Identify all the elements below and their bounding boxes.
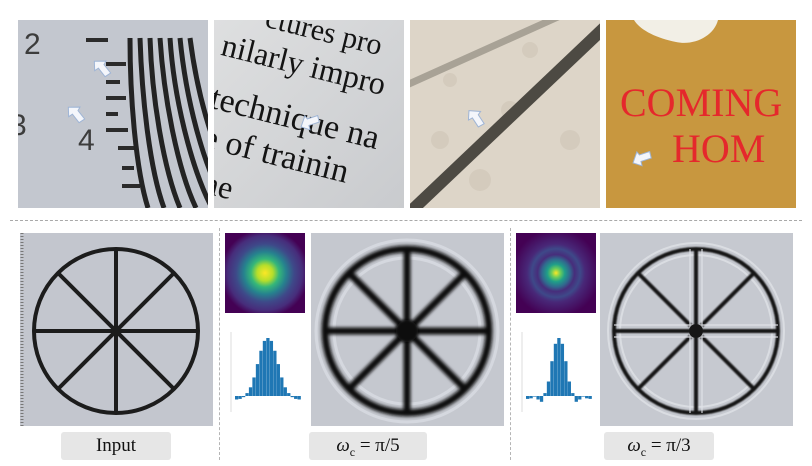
svg-text:3: 3 [18,109,27,142]
kernel-heatmap-pi-5 [225,233,305,313]
sign-text-line-2: HOM [672,126,765,171]
profile-bar [553,343,558,396]
sign-text-line-1: COMING [620,80,782,125]
kernel-heatmap-pi-3 [516,233,596,313]
profile-bar [280,377,284,396]
profile-bar [294,396,298,399]
resolution-chart-crop: 2 4 3 [18,20,208,208]
arrow-icon [467,110,485,128]
profile-bar [273,350,277,396]
column-divider-1 [219,228,220,460]
profile-bar [255,364,260,396]
profile-bar [283,387,287,396]
profile-bar [557,338,561,396]
profile-bar [539,396,544,402]
caption-cutoff-pi-5: ωc = π/5 [309,432,427,460]
row-divider [10,220,802,221]
profile-bar [241,396,246,398]
chart-label-4: 4 [78,124,95,157]
arrow-icon [632,150,652,167]
profile-bar [252,377,256,396]
column-divider-2 [510,228,511,460]
profile-bar [560,343,565,396]
profile-bar [287,393,291,396]
sign-crop: COMING HOM [606,20,796,208]
input-wheel-image [20,233,213,426]
profile-bar [574,396,578,402]
profile-bar [588,396,592,399]
profile-bar [567,381,571,396]
chart-label-2: 2 [24,28,41,61]
profile-bar [578,396,582,400]
profile-bar [297,396,301,400]
arrow-icon [300,114,320,131]
profile-bar [262,340,267,396]
output-wheel-pi-3 [600,233,793,426]
arrow-icon [67,60,112,124]
profile-bar [269,340,274,396]
profile-bar [290,396,294,398]
profile-bar [543,393,547,396]
profile-bar [550,361,554,396]
profile-bar [248,387,253,396]
profile-bar [546,381,551,396]
profile-bar [266,338,270,396]
profile-plot-pi-3 [516,330,596,415]
profile-plot-pi-5 [225,330,305,415]
caption-cutoff-pi-3: ωc = π/3 [604,432,714,460]
profile-bar [276,364,280,396]
profile-bar [259,350,263,396]
profile-bar [526,396,530,399]
profile-bar [536,396,540,400]
text-crop: ctures pro nilarly impro technique na e … [214,20,404,208]
profile-bar [581,396,585,397]
profile-bar [238,396,242,399]
profile-bar [235,396,239,400]
output-wheel-pi-5 [311,233,504,426]
profile-bar [245,393,249,396]
profile-bar [585,396,589,399]
profile-bar [564,361,568,396]
profile-bar [571,393,575,396]
profile-bar [532,396,537,397]
caption-input: Input [61,432,171,460]
profile-bar [529,396,533,399]
diagonal-line-crop [410,20,600,208]
